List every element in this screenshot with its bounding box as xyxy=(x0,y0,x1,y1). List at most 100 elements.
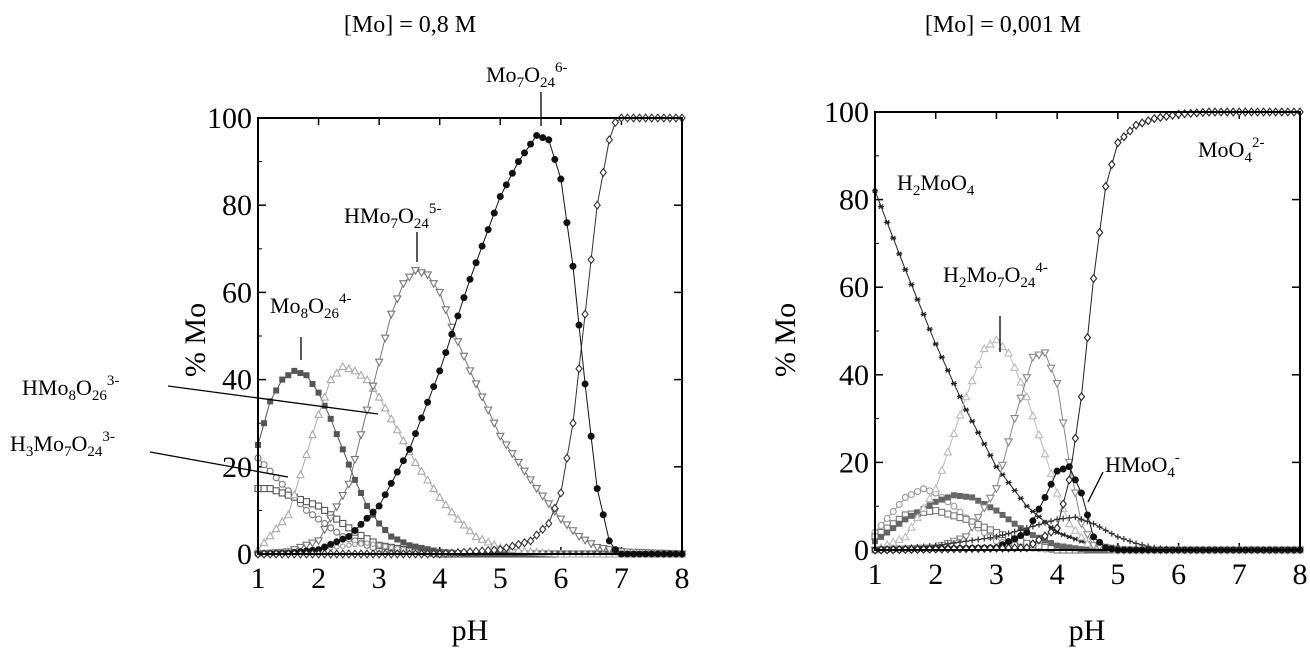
data-point xyxy=(950,512,958,520)
data-point xyxy=(1004,438,1014,447)
data-point xyxy=(1083,332,1092,343)
data-point xyxy=(913,488,922,496)
data-point xyxy=(338,361,348,371)
data-point xyxy=(454,548,462,558)
data-point xyxy=(1114,137,1122,148)
data-point xyxy=(320,526,330,535)
data-point xyxy=(352,541,358,548)
data-point xyxy=(454,312,462,320)
data-point xyxy=(1072,545,1079,552)
data-point xyxy=(944,494,951,501)
data-point xyxy=(1034,351,1044,360)
label-pointer-hmoo4 xyxy=(1087,471,1104,503)
label-h3mo7o24-3: H3Mo7O243- xyxy=(10,429,115,460)
data-point xyxy=(272,487,280,495)
chart-right-frame xyxy=(874,111,1301,551)
label-h2moo4: H2MoO4 xyxy=(897,170,975,199)
data-point xyxy=(400,539,407,546)
data-point xyxy=(1132,120,1140,130)
data-point xyxy=(374,392,384,401)
series-7 xyxy=(254,113,686,559)
data-point xyxy=(581,309,589,319)
data-point xyxy=(279,376,286,383)
data-point xyxy=(1023,525,1030,532)
data-point xyxy=(315,502,323,510)
data-point xyxy=(314,409,324,419)
data-point xyxy=(315,389,322,396)
data-point xyxy=(332,368,342,377)
data-point xyxy=(453,514,463,523)
data-point xyxy=(1023,503,1030,509)
x-tick-label: 7 xyxy=(614,562,629,595)
data-point xyxy=(1064,518,1074,528)
data-point xyxy=(973,359,983,369)
data-point xyxy=(1060,532,1067,538)
data-point xyxy=(508,169,516,177)
data-point xyxy=(301,541,311,551)
y-tick-label: 80 xyxy=(839,184,869,217)
data-point xyxy=(1060,543,1067,550)
data-point xyxy=(890,235,897,241)
data-point xyxy=(394,536,401,543)
data-point xyxy=(611,546,619,554)
data-point xyxy=(340,543,346,549)
chart-right-ylabel: % Mo xyxy=(769,303,802,377)
data-point xyxy=(302,498,311,506)
data-point xyxy=(278,480,286,488)
data-point xyxy=(418,414,426,422)
data-point xyxy=(1005,480,1012,486)
data-point xyxy=(563,219,571,227)
data-point xyxy=(981,441,988,447)
data-point xyxy=(1017,495,1024,501)
data-point xyxy=(345,533,353,541)
data-point xyxy=(346,542,352,549)
series-line xyxy=(257,134,682,555)
data-point xyxy=(1048,524,1055,530)
data-point xyxy=(1035,535,1043,545)
data-point xyxy=(914,296,921,302)
data-point xyxy=(1047,527,1055,537)
data-point xyxy=(362,374,372,384)
data-point xyxy=(944,510,952,518)
data-point xyxy=(1102,181,1110,192)
data-point xyxy=(1168,110,1177,120)
data-point xyxy=(1047,480,1055,488)
data-point xyxy=(386,310,396,319)
data-point xyxy=(938,354,945,360)
data-point xyxy=(890,525,897,532)
data-point xyxy=(1035,521,1042,528)
data-point xyxy=(297,370,304,377)
data-point xyxy=(382,543,388,550)
data-point xyxy=(920,485,928,493)
x-tick-label: 1 xyxy=(251,562,266,595)
data-point xyxy=(1041,493,1049,501)
data-point xyxy=(364,503,371,510)
data-point xyxy=(308,511,317,519)
data-point xyxy=(1046,468,1056,477)
data-point xyxy=(1017,532,1025,540)
data-point xyxy=(350,455,360,465)
data-point xyxy=(351,476,358,483)
data-point xyxy=(587,432,595,440)
data-point xyxy=(998,543,1007,553)
data-point xyxy=(1150,113,1158,124)
data-point xyxy=(435,492,445,501)
data-point xyxy=(551,155,559,163)
data-point xyxy=(514,539,523,550)
data-point xyxy=(321,506,329,514)
y-tick-label: 0 xyxy=(854,534,869,567)
data-point xyxy=(980,523,988,531)
data-point xyxy=(333,431,340,438)
data-point xyxy=(333,528,341,536)
data-point xyxy=(265,530,275,540)
data-point xyxy=(441,306,451,315)
data-point xyxy=(301,449,311,459)
data-point xyxy=(502,543,511,553)
x-tick-label: 3 xyxy=(372,562,387,595)
data-point xyxy=(398,435,408,445)
data-point xyxy=(592,543,602,553)
data-point xyxy=(605,537,613,545)
data-point xyxy=(1010,362,1020,372)
data-point xyxy=(999,532,1006,539)
data-point xyxy=(1029,532,1036,539)
